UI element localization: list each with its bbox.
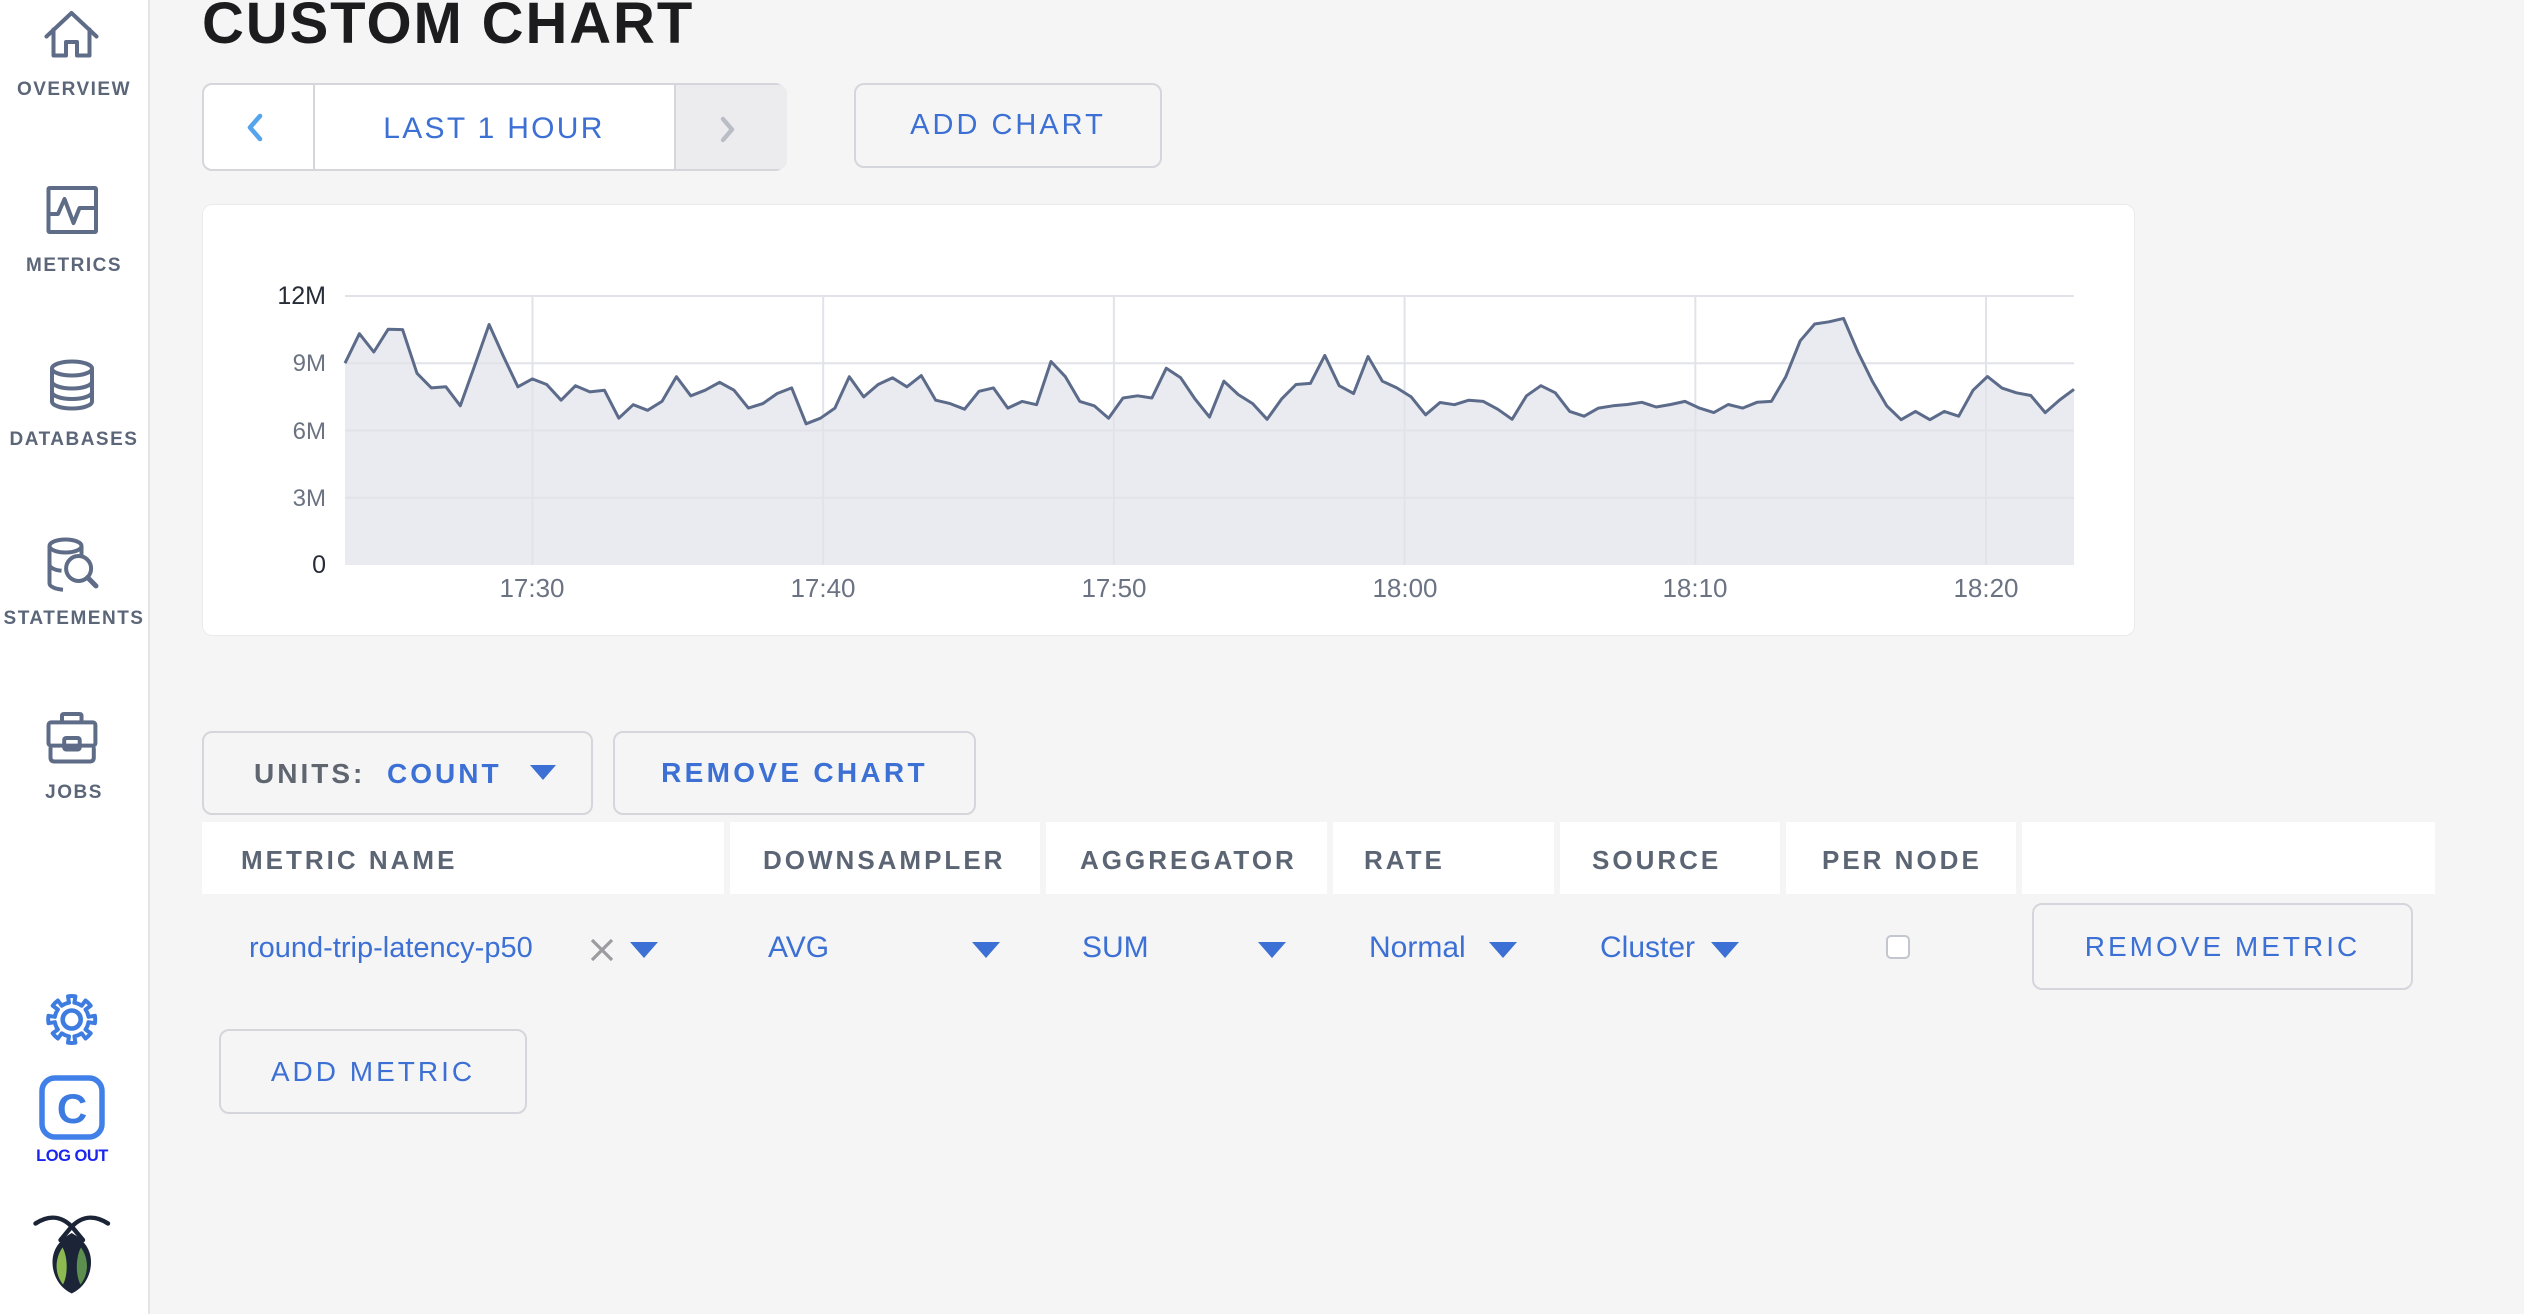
svg-text:C: C xyxy=(57,1085,87,1132)
